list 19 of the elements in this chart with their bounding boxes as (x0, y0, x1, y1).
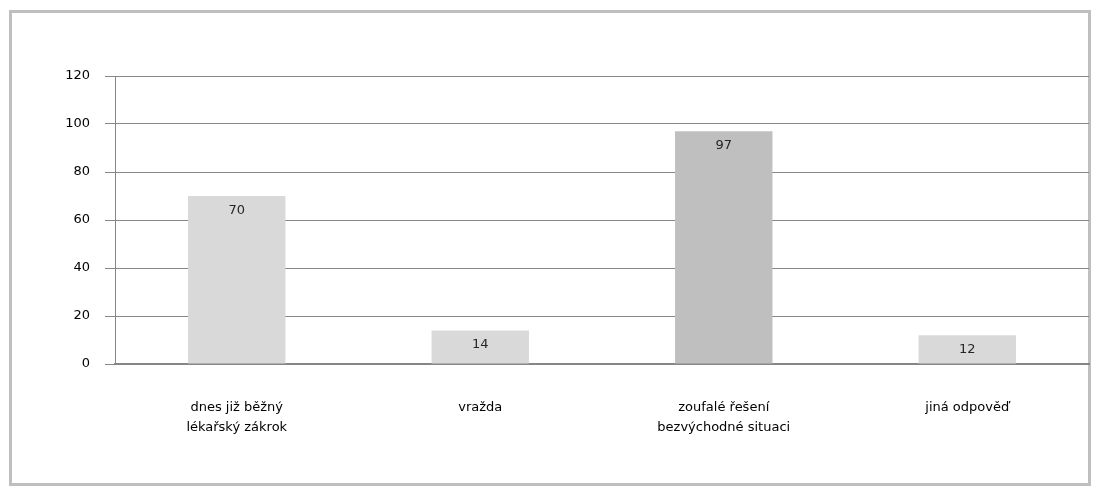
y-tick-label: 80 (73, 163, 90, 179)
bar (431, 330, 529, 364)
y-tick-label: 40 (73, 259, 90, 275)
bar (675, 131, 773, 364)
data-label: 97 (715, 137, 733, 153)
y-tick-label: 100 (65, 115, 90, 131)
bar (188, 196, 286, 364)
data-label: 14 (471, 336, 489, 352)
data-label: 70 (228, 201, 246, 217)
y-tick-label: 60 (73, 211, 90, 227)
y-tick-label: 120 (65, 67, 90, 83)
data-label: 12 (958, 341, 976, 357)
x-tick-label: jiná odpověď (924, 399, 1011, 415)
y-tick-label: 0 (81, 355, 90, 371)
x-tick-label: dnes již běžný lékařský zákrok (186, 399, 288, 434)
y-tick-label: 20 (73, 307, 90, 323)
x-tick-label: zoufalé řešení bezvýchodné situaci (657, 399, 791, 434)
x-tick-label: vražda (458, 399, 503, 415)
bar (918, 335, 1016, 364)
